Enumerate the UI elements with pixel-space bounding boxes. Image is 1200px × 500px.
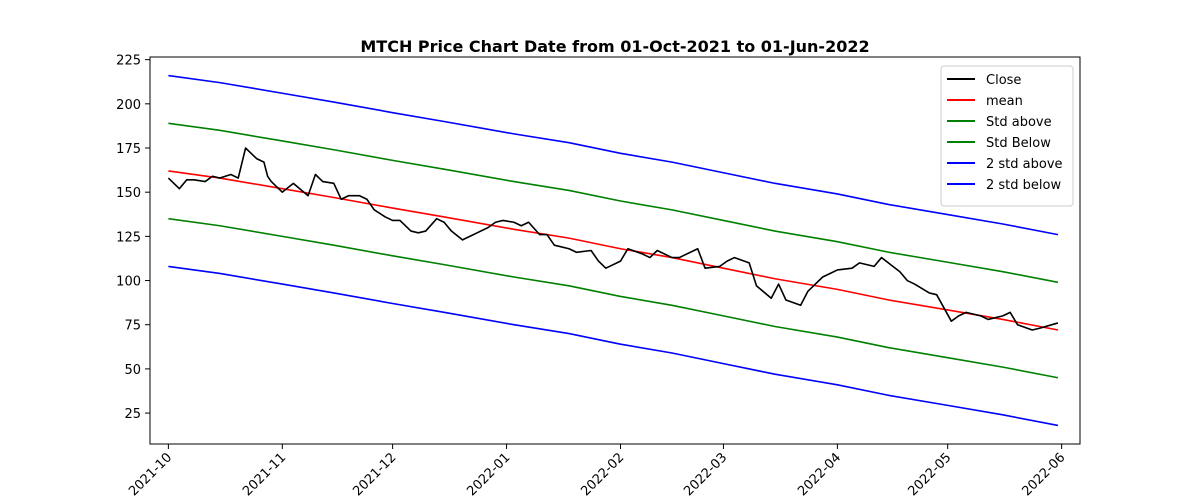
legend-label: Std Below xyxy=(986,136,1051,151)
y-tick-label: 125 xyxy=(116,230,141,245)
plot-frame xyxy=(149,56,1081,445)
legend-label: Std above xyxy=(986,115,1052,130)
series-line-close xyxy=(167,147,1059,331)
legend-label: mean xyxy=(986,94,1023,109)
legend: Close mean Std above Std Below 2 std above 2 … xyxy=(940,65,1074,207)
series-line-2-std-below xyxy=(168,265,1059,427)
series-line-std-below xyxy=(168,217,1059,379)
y-axis: 25 50 75 100 125 150 175 200 225 xyxy=(116,54,150,422)
y-tick-label: 175 xyxy=(116,142,141,157)
series-line-std-above xyxy=(168,122,1059,284)
legend-label: 2 std above xyxy=(986,157,1063,172)
y-tick-label: 50 xyxy=(124,363,141,378)
series-line-mean xyxy=(168,170,1059,331)
y-tick-label: 200 xyxy=(116,98,141,113)
chart-title: MTCH Price Chart Date from 01-Oct-2021 t… xyxy=(360,37,869,56)
y-tick-label: 100 xyxy=(116,275,141,290)
y-tick-label: 25 xyxy=(124,407,141,422)
y-tick-label: 225 xyxy=(116,54,141,69)
y-tick-label: 75 xyxy=(124,319,141,334)
y-tick-label: 150 xyxy=(116,186,141,201)
series-line-2-std-above xyxy=(168,74,1059,236)
series-layer xyxy=(167,74,1059,427)
legend-label: 2 std below xyxy=(986,178,1061,193)
legend-label: Close xyxy=(986,73,1021,88)
